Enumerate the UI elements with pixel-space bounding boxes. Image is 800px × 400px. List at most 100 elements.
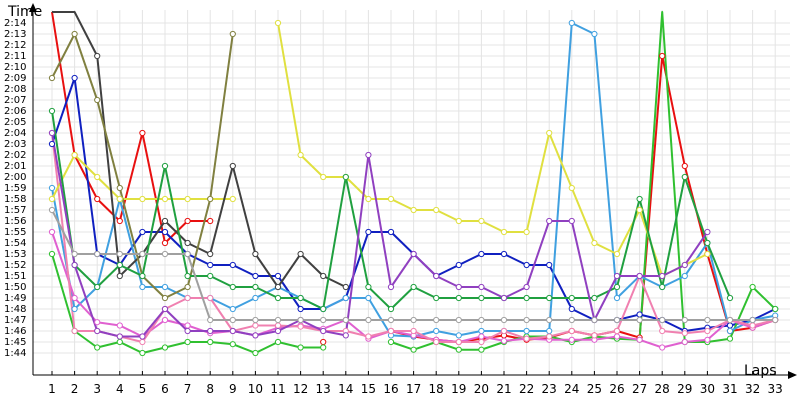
data-point <box>94 96 101 104</box>
data-point <box>342 316 349 324</box>
data-point <box>161 294 169 302</box>
y-tick-label: 1:57 <box>4 205 26 216</box>
data-point <box>116 322 123 329</box>
data-point <box>500 250 508 258</box>
data-point <box>410 250 417 258</box>
data-point <box>478 250 485 258</box>
data-point <box>274 272 282 280</box>
y-tick-label: 1:58 <box>4 194 26 205</box>
data-point <box>71 250 78 258</box>
data-point <box>48 140 56 148</box>
data-point <box>568 19 575 27</box>
data-point <box>478 327 485 335</box>
data-point <box>116 272 123 280</box>
data-point <box>184 272 191 280</box>
x-tick-label: 28 <box>655 382 670 396</box>
data-point <box>410 316 417 324</box>
data-point <box>71 30 78 38</box>
y-tick-label: 1:54 <box>4 238 26 249</box>
data-point <box>274 294 282 302</box>
data-point <box>636 206 643 214</box>
series-line <box>277 22 708 277</box>
x-tick-label: 21 <box>496 382 511 396</box>
data-point <box>726 322 734 329</box>
data-point <box>161 195 169 203</box>
x-axis-title: Laps <box>744 363 777 379</box>
data-point <box>229 305 236 313</box>
data-point <box>523 228 530 236</box>
series-line <box>51 132 709 338</box>
y-tick-label: 1:59 <box>4 183 26 194</box>
data-point <box>274 327 282 335</box>
data-point <box>161 305 169 313</box>
data-point <box>94 327 101 335</box>
data-point <box>726 316 734 324</box>
data-point <box>410 346 417 353</box>
data-point <box>636 272 643 280</box>
data-point <box>659 344 666 351</box>
data-point <box>523 335 530 342</box>
data-point <box>229 316 236 324</box>
data-point <box>546 261 553 269</box>
data-point <box>207 327 214 335</box>
data-point <box>749 322 756 329</box>
data-point <box>387 338 395 346</box>
data-point <box>139 272 146 280</box>
data-point <box>500 327 508 335</box>
data-point <box>274 338 282 346</box>
y-tick-label: 1:52 <box>4 260 26 271</box>
data-point <box>681 330 688 337</box>
data-point <box>297 305 304 313</box>
data-point <box>681 261 688 269</box>
series-points <box>48 19 779 357</box>
data-point <box>48 228 56 236</box>
data-point <box>71 261 78 269</box>
data-point <box>184 250 191 258</box>
data-point <box>546 333 553 340</box>
data-point <box>320 272 327 280</box>
data-point <box>94 319 101 326</box>
data-point <box>365 195 372 203</box>
data-point <box>387 305 395 313</box>
data-point <box>161 316 169 324</box>
x-tick-label: 19 <box>451 382 466 396</box>
y-tick-label: 2:07 <box>4 95 26 106</box>
data-point <box>116 250 123 258</box>
data-point <box>116 195 123 203</box>
data-point <box>252 250 259 258</box>
x-tick-label: 1 <box>48 382 56 396</box>
data-point <box>94 250 101 258</box>
data-point <box>681 173 688 181</box>
x-tick-label: 33 <box>768 382 783 396</box>
data-point <box>207 195 214 203</box>
data-point <box>613 333 621 340</box>
data-point <box>568 327 575 335</box>
data-point <box>410 283 417 291</box>
data-point <box>207 316 214 324</box>
x-tick-label: 3 <box>93 382 101 396</box>
data-point <box>613 316 621 324</box>
data-point <box>546 129 553 137</box>
data-point <box>252 272 259 280</box>
y-tick-label: 1:45 <box>4 337 26 348</box>
y-tick-label: 1:44 <box>4 348 26 359</box>
y-tick-label: 2:03 <box>4 139 26 150</box>
data-point <box>116 261 123 269</box>
data-point <box>161 344 169 351</box>
data-point <box>71 151 78 159</box>
data-point <box>387 283 395 291</box>
data-point <box>94 195 101 203</box>
x-tick-label: 23 <box>542 382 557 396</box>
data-point <box>500 294 508 302</box>
x-tick-label: 5 <box>139 382 147 396</box>
data-point <box>365 333 372 340</box>
data-point <box>704 316 711 324</box>
data-point <box>387 316 395 324</box>
data-point <box>478 346 485 353</box>
data-point <box>478 283 485 291</box>
data-point <box>478 294 485 302</box>
data-point <box>161 228 169 236</box>
data-point <box>749 283 756 291</box>
data-point <box>161 239 169 247</box>
data-point <box>229 195 236 203</box>
